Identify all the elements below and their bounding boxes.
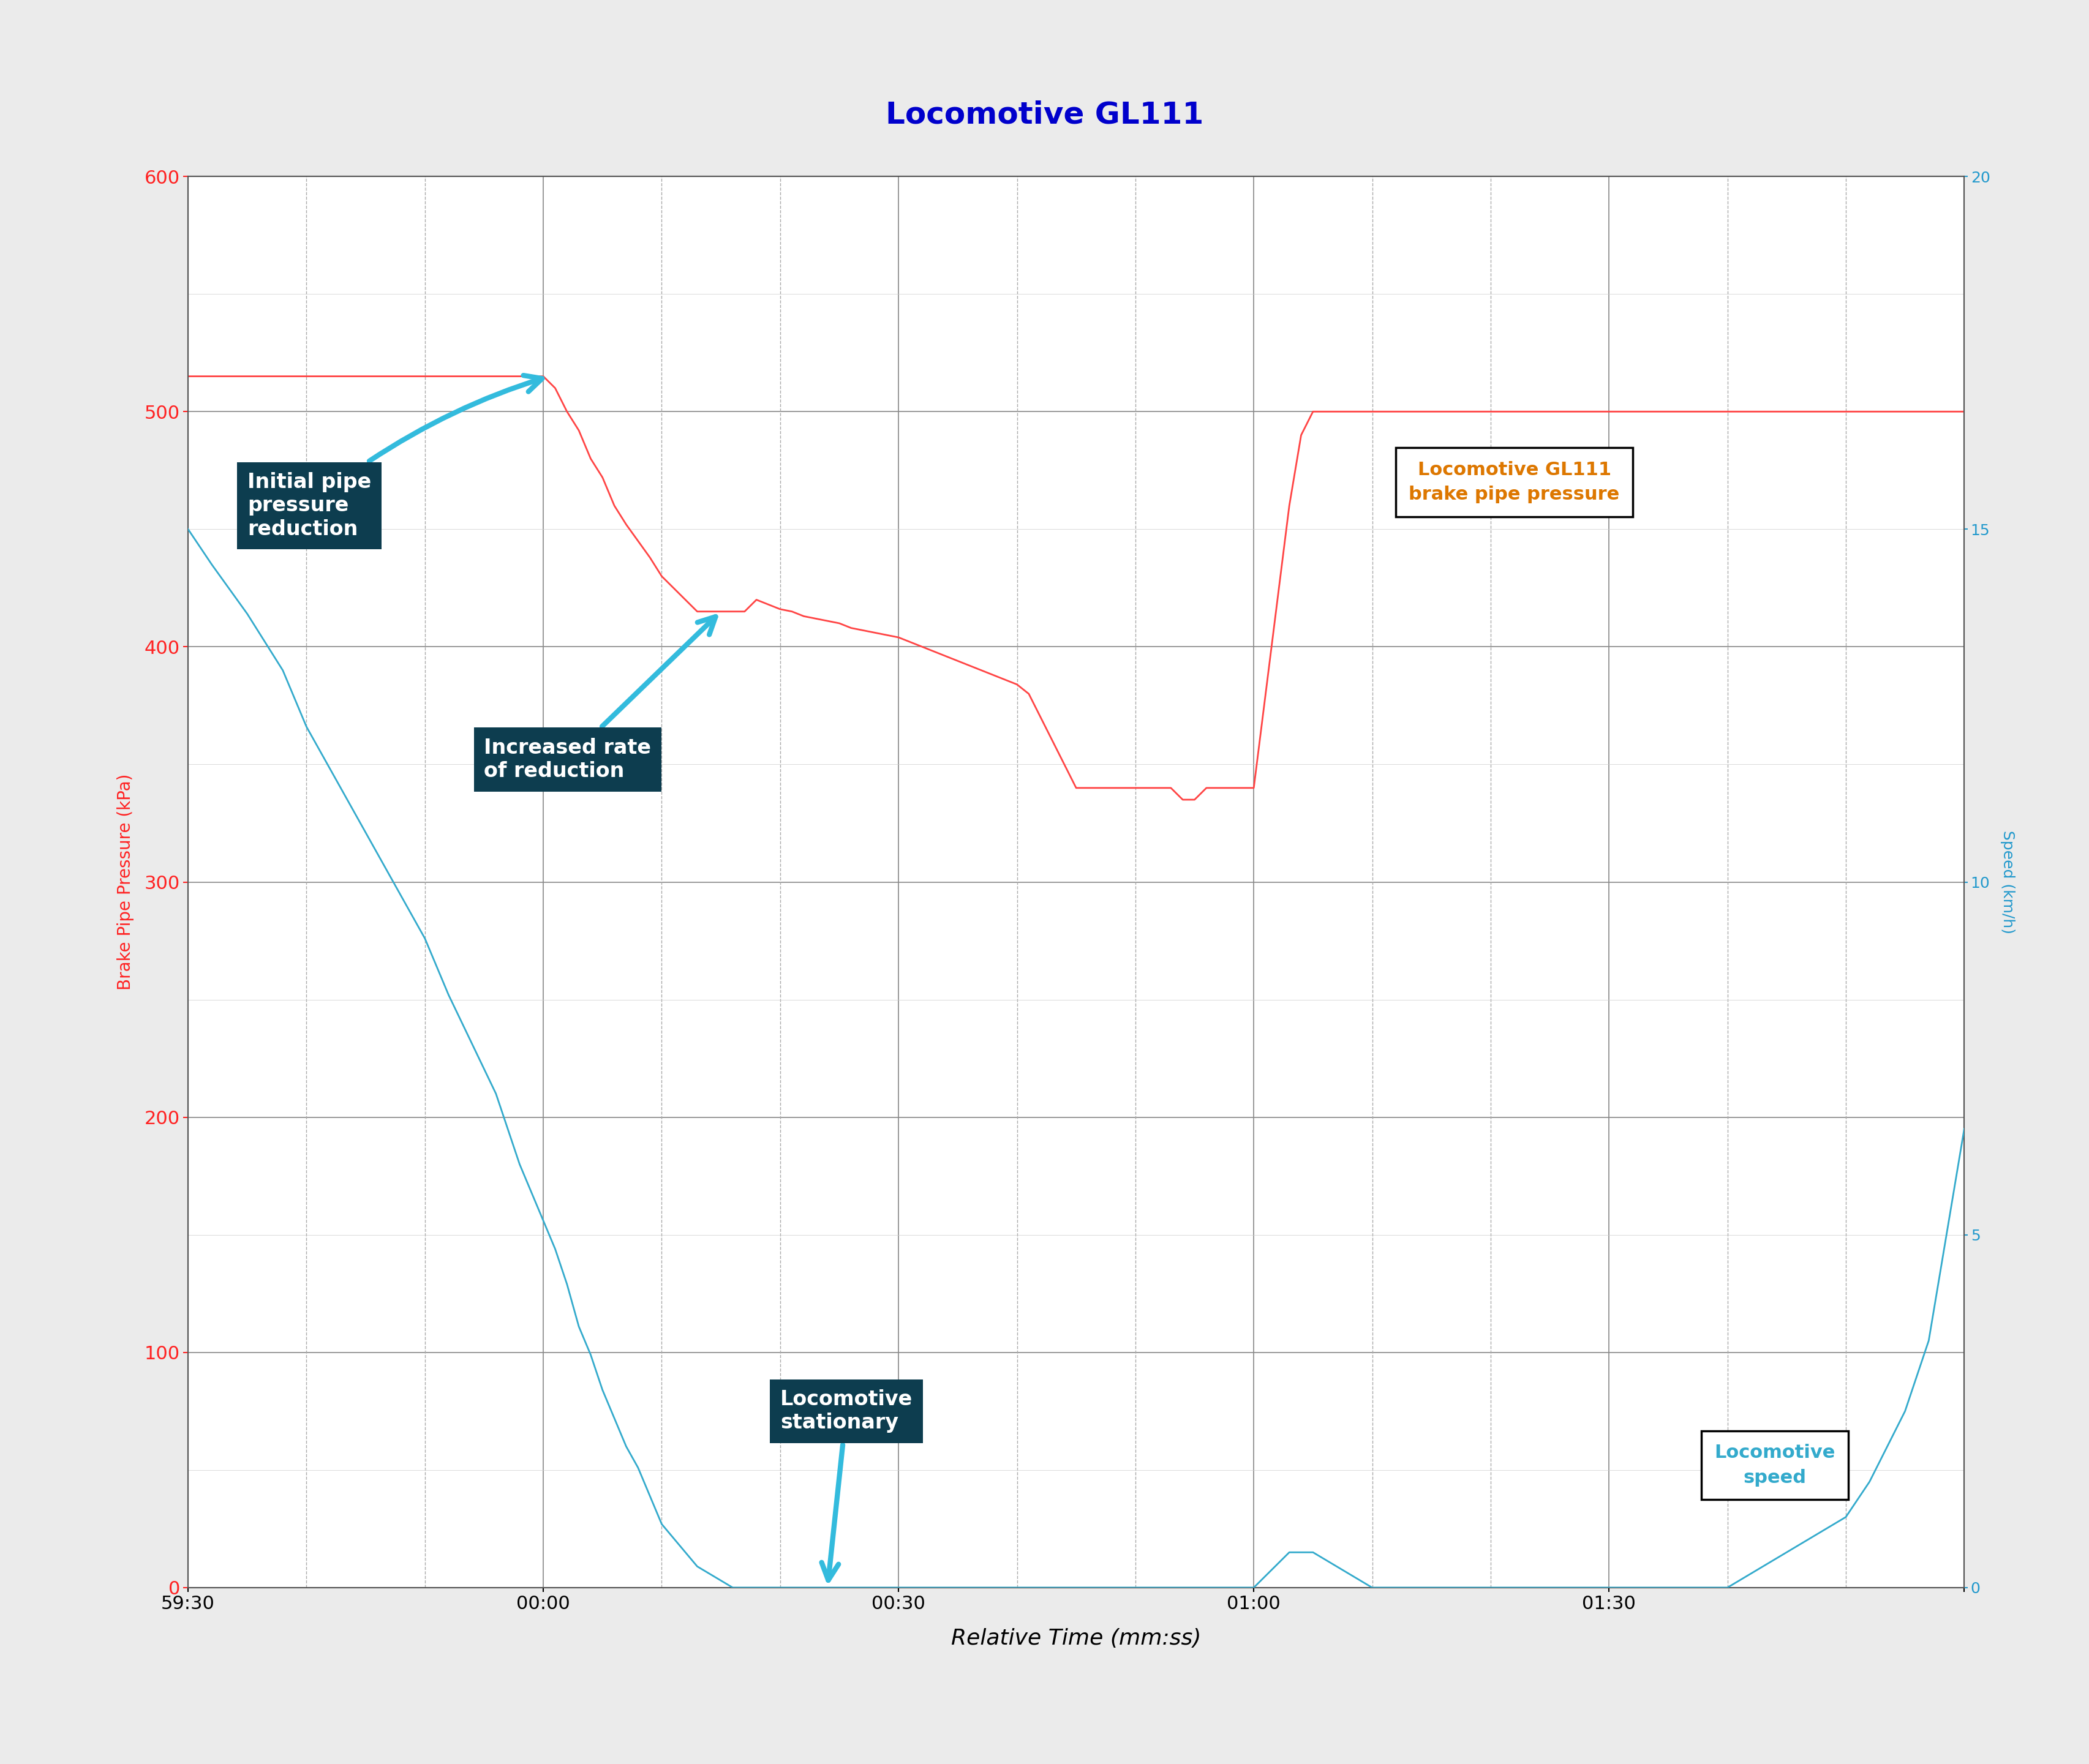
Text: Locomotive GL111: Locomotive GL111 (886, 101, 1203, 129)
Text: Locomotive GL111
brake pipe pressure: Locomotive GL111 brake pipe pressure (1408, 460, 1619, 503)
Y-axis label: Brake Pipe Pressure (kPa): Brake Pipe Pressure (kPa) (117, 774, 134, 990)
X-axis label: Relative Time (mm:ss): Relative Time (mm:ss) (950, 1628, 1201, 1649)
Y-axis label: Speed (km/h): Speed (km/h) (1999, 831, 2014, 933)
Text: Locomotive
stationary: Locomotive stationary (779, 1390, 913, 1581)
Text: Increased rate
of reduction: Increased rate of reduction (485, 617, 714, 781)
Text: Locomotive
speed: Locomotive speed (1713, 1445, 1834, 1487)
Text: Initial pipe
pressure
reduction: Initial pipe pressure reduction (247, 376, 541, 540)
